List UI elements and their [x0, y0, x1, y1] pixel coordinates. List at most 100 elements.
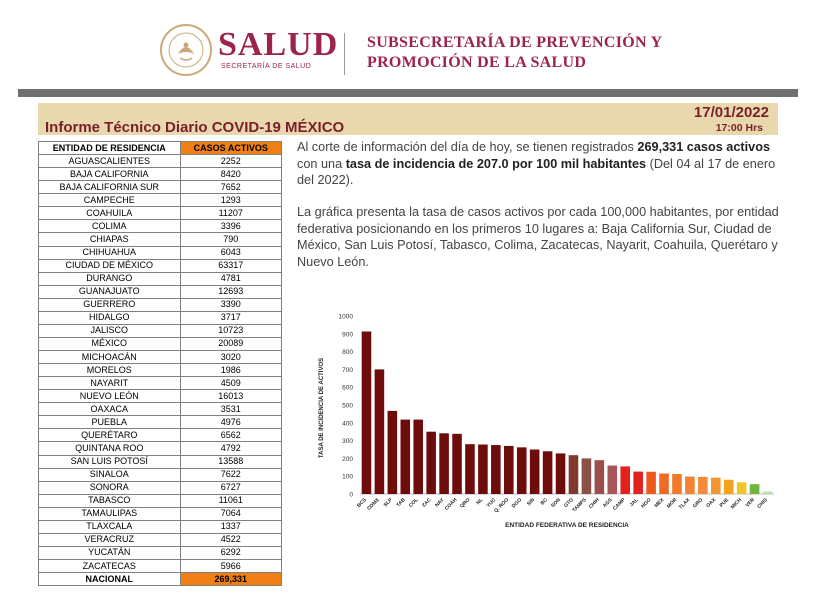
bar — [361, 331, 372, 494]
report-date: 17/01/2022 — [693, 104, 769, 121]
y-tick-label: 900 — [342, 331, 353, 338]
bar — [723, 479, 734, 494]
casos-cell: 16013 — [179, 389, 282, 404]
x-tick-label: CHIS — [756, 497, 769, 510]
bar — [478, 444, 488, 494]
y-tick-label: 800 — [342, 349, 353, 356]
casos-cell: 6727 — [179, 480, 282, 495]
x-axis-title: ENTIDAD FEDERATIVA DE RESIDENCIA — [505, 522, 629, 529]
bar — [633, 471, 643, 494]
entidad-cell: BAJA CALIFORNIA SUR — [38, 180, 181, 195]
entidad-cell: COAHUILA — [38, 206, 181, 221]
entidad-cell: PUEBLA — [38, 415, 181, 430]
x-tick-label: MOR — [666, 497, 679, 510]
table-row: TABASCO 11061 — [38, 493, 282, 508]
bar — [581, 458, 592, 494]
header-divider — [344, 33, 345, 75]
y-tick-label: 200 — [342, 456, 353, 463]
bar — [503, 445, 514, 494]
entidad-cell: QUINTANA ROO — [38, 441, 181, 456]
x-tick-label: GRO — [692, 497, 704, 509]
casos-cell: 1293 — [179, 193, 282, 208]
x-tick-label: CAMP — [612, 497, 627, 512]
casos-cell: 11207 — [179, 206, 282, 221]
bar — [426, 431, 436, 494]
x-tick-label: COAH — [444, 497, 459, 512]
entidad-cell: TABASCO — [38, 493, 181, 508]
report-title: Informe Técnico Diario COVID-19 MÉXICO — [45, 119, 345, 136]
summary-bold-cases: 269,331 casos activos — [637, 140, 771, 154]
x-tick-label: NAY — [434, 497, 446, 509]
table-row: MÉXICO 20089 — [38, 336, 282, 352]
bar — [516, 447, 527, 494]
entidad-cell: SINALOA — [38, 467, 181, 482]
total-label: NACIONAL — [38, 572, 181, 587]
bar — [555, 453, 566, 494]
table-row: SONORA 6727 — [38, 480, 282, 495]
column-header-entidad: ENTIDAD DE RESIDENCIA — [38, 140, 181, 156]
table-row: NUEVO LEÓN 16013 — [38, 389, 282, 404]
x-tick-label: SLP — [383, 497, 395, 509]
summary-bold-rate: tasa de incidencia de 207.0 por 100 mil … — [345, 156, 647, 171]
subsecretaria-title: SUBSECRETARÍA DE PREVENCIÓN Y PROMOCIÓN … — [367, 33, 662, 73]
casos-cell: 3020 — [179, 349, 282, 365]
casos-cell: 8420 — [179, 167, 282, 182]
report-time: 17:00 Hrs — [715, 122, 763, 134]
table-body: AGUASCALIENTES 2252 BAJA CALIFORNIA 8420 BAJ… — [38, 154, 282, 587]
entidad-cell: VERACRUZ — [38, 532, 181, 547]
table-row: DURANGO 4781 — [38, 271, 282, 286]
entidad-cell: ZACATECAS — [38, 558, 181, 574]
x-tick-label: YUC — [486, 497, 498, 509]
table-row: MORELOS 1986 — [38, 363, 282, 378]
casos-cell: 7652 — [179, 180, 282, 195]
bar — [452, 433, 462, 494]
summary-text-2: con una — [297, 156, 346, 171]
bar — [710, 477, 721, 494]
bar — [413, 419, 424, 494]
table-row: ZACATECAS 5966 — [38, 558, 282, 574]
table-row: CAMPECHE 1293 — [38, 193, 282, 208]
x-tick-label: CHIH — [588, 497, 601, 510]
bar — [762, 491, 773, 494]
x-tick-label: Q. ROO — [493, 497, 510, 514]
x-tick-label: SON — [550, 497, 562, 509]
casos-cell: 2252 — [179, 154, 282, 169]
casos-cell: 3396 — [179, 219, 282, 234]
x-tick-label: COL — [408, 497, 420, 509]
table-row: QUERÉTARO 6562 — [38, 428, 282, 443]
chart-description-paragraph: La gráfica presenta la tasa de casos act… — [297, 205, 779, 269]
x-tick-label: GTO — [563, 497, 575, 509]
page-header: SALUD SECRETARÍA DE SALUD SUBSECRETARÍA … — [0, 0, 816, 90]
x-tick-label: TAB — [395, 497, 407, 509]
entidad-cell: AGUASCALIENTES — [38, 154, 181, 169]
bar — [400, 419, 411, 494]
bar — [542, 451, 553, 494]
y-tick-label: 600 — [342, 385, 353, 392]
casos-cell: 20089 — [179, 336, 282, 352]
entidad-cell: CHIAPAS — [38, 232, 181, 247]
casos-cell: 6562 — [179, 428, 282, 443]
entidad-cell: CAMPECHE — [38, 193, 181, 208]
entidad-cell: MICHOACÁN — [38, 349, 181, 365]
entidad-cell: MORELOS — [38, 363, 181, 378]
entidad-cell: CHIHUAHUA — [38, 245, 181, 260]
table-row: CHIHUAHUA 6043 — [38, 245, 282, 260]
y-tick-label: 300 — [342, 438, 353, 445]
entidad-cell: GUANAJUATO — [38, 284, 181, 299]
table-row: GUANAJUATO 12693 — [38, 284, 282, 299]
y-tick-label: 100 — [342, 474, 353, 481]
table-row: BAJA CALIFORNIA 8420 — [38, 167, 282, 182]
brand-subtitle: SECRETARÍA DE SALUD — [221, 63, 312, 70]
active-cases-table: ENTIDAD DE RESIDENCIA CASOS ACTIVOS AGUA… — [38, 140, 282, 587]
header-rule — [18, 89, 798, 97]
bar — [568, 455, 579, 494]
table-row: JALISCO 10723 — [38, 323, 282, 338]
x-tick-label: BC — [540, 497, 550, 507]
casos-cell: 790 — [179, 232, 282, 247]
x-tick-label: JAL — [629, 497, 640, 508]
bar — [685, 476, 695, 494]
table-row: PUEBLA 4976 — [38, 415, 282, 430]
summary-paragraph: Al corte de información del día de hoy, … — [297, 139, 785, 189]
bar — [659, 473, 669, 494]
bar — [698, 476, 708, 494]
